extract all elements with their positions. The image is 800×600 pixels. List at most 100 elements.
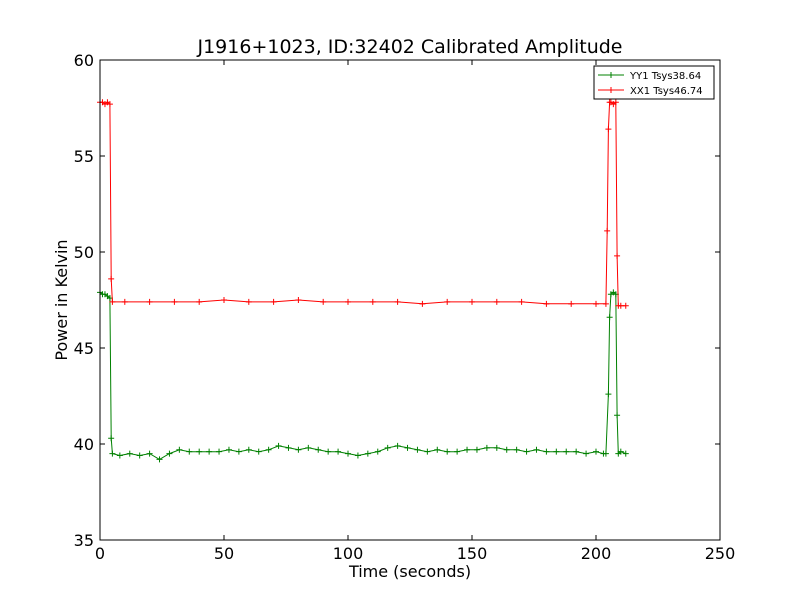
data-point: [109, 298, 116, 305]
data-point: [295, 446, 302, 453]
data-point: [335, 448, 342, 455]
data-point: [221, 297, 227, 303]
legend-box: [593, 65, 715, 100]
legend: YY1 Tsys38.64 XX1 Tsys46.74: [593, 65, 715, 100]
x-tick-label: 200: [581, 544, 612, 563]
data-point: [523, 448, 530, 455]
data-point: [593, 448, 599, 455]
data-point: [394, 298, 401, 305]
data-point: [533, 446, 540, 453]
data-point: [255, 448, 262, 455]
data-point: [216, 448, 223, 455]
data-point: [543, 448, 550, 455]
data-point: [464, 446, 471, 453]
data-point: [614, 252, 621, 259]
data-point: [106, 101, 113, 108]
data-point: [503, 446, 510, 453]
data-point: [622, 450, 629, 457]
data-point: [126, 450, 133, 457]
data-point: [374, 448, 381, 455]
data-point: [109, 450, 116, 457]
x-axis-label: Time (seconds): [348, 562, 471, 581]
data-point: [354, 452, 361, 459]
data-point: [345, 450, 351, 457]
data-point: [116, 452, 123, 459]
data-point: [369, 298, 376, 305]
data-point: [171, 298, 178, 305]
y-tick-label: 60: [74, 51, 94, 70]
data-point: [186, 448, 193, 455]
y-tick-label: 40: [74, 435, 94, 454]
data-point: [384, 444, 391, 451]
data-point: [469, 298, 475, 305]
data-point: [270, 298, 277, 305]
data-point: [602, 300, 609, 307]
data-point: [146, 298, 153, 305]
data-point: [275, 442, 282, 449]
x-tick-label: 0: [95, 544, 105, 563]
y-tick-label: 50: [74, 243, 94, 262]
data-point: [444, 298, 451, 305]
data-point: [285, 444, 292, 451]
data-point: [196, 298, 203, 305]
data-point: [121, 298, 128, 305]
data-point: [493, 298, 500, 305]
data-point: [605, 126, 612, 133]
x-axis-ticks: 0 50 100 150 200 250: [95, 60, 735, 563]
data-point: [583, 450, 590, 457]
data-point: [235, 448, 242, 455]
data-point: [622, 302, 629, 309]
y-tick-label: 45: [74, 339, 94, 358]
plot-area: [97, 99, 629, 463]
legend-item: YY1 Tsys38.64: [598, 71, 701, 82]
x-tick-label: 150: [457, 544, 488, 563]
data-point: [563, 448, 570, 455]
series-0: [97, 289, 629, 463]
y-tick-label: 55: [74, 147, 94, 166]
data-point: [573, 448, 580, 455]
data-point: [176, 446, 183, 453]
y-axis-label: Power in Kelvin: [52, 239, 71, 360]
data-point: [444, 448, 451, 455]
data-point: [473, 446, 480, 453]
data-point: [617, 448, 624, 455]
data-point: [513, 446, 520, 453]
data-point: [605, 391, 612, 398]
data-point: [225, 446, 232, 453]
data-point: [454, 448, 461, 455]
data-point: [543, 300, 550, 307]
data-point: [108, 435, 115, 442]
data-point: [146, 450, 153, 457]
data-point: [364, 450, 371, 457]
data-point: [108, 275, 115, 282]
x-tick-label: 50: [214, 544, 234, 563]
legend-marker: [608, 87, 614, 93]
data-point: [604, 227, 611, 234]
data-point: [156, 456, 163, 463]
data-point: [245, 446, 252, 453]
data-point: [568, 300, 575, 307]
x-tick-label: 100: [333, 544, 364, 563]
data-point: [295, 297, 302, 303]
x-tick-label: 250: [705, 544, 736, 563]
data-point: [419, 300, 426, 307]
data-point: [245, 298, 252, 305]
data-point: [305, 444, 312, 451]
data-point: [345, 298, 351, 305]
data-point: [593, 300, 599, 307]
data-point: [206, 448, 213, 455]
data-point: [325, 448, 332, 455]
data-point: [414, 446, 421, 453]
data-point: [493, 444, 500, 451]
data-point: [602, 450, 609, 457]
data-point: [424, 448, 431, 455]
legend-label: XX1 Tsys46.74: [630, 86, 703, 97]
legend-marker: [608, 72, 614, 78]
legend-item: XX1 Tsys46.74: [598, 86, 703, 97]
chart-title: J1916+1023, ID:32402 Calibrated Amplitud…: [196, 36, 622, 58]
data-point: [553, 448, 560, 455]
data-point: [166, 450, 173, 457]
data-point: [404, 444, 411, 451]
